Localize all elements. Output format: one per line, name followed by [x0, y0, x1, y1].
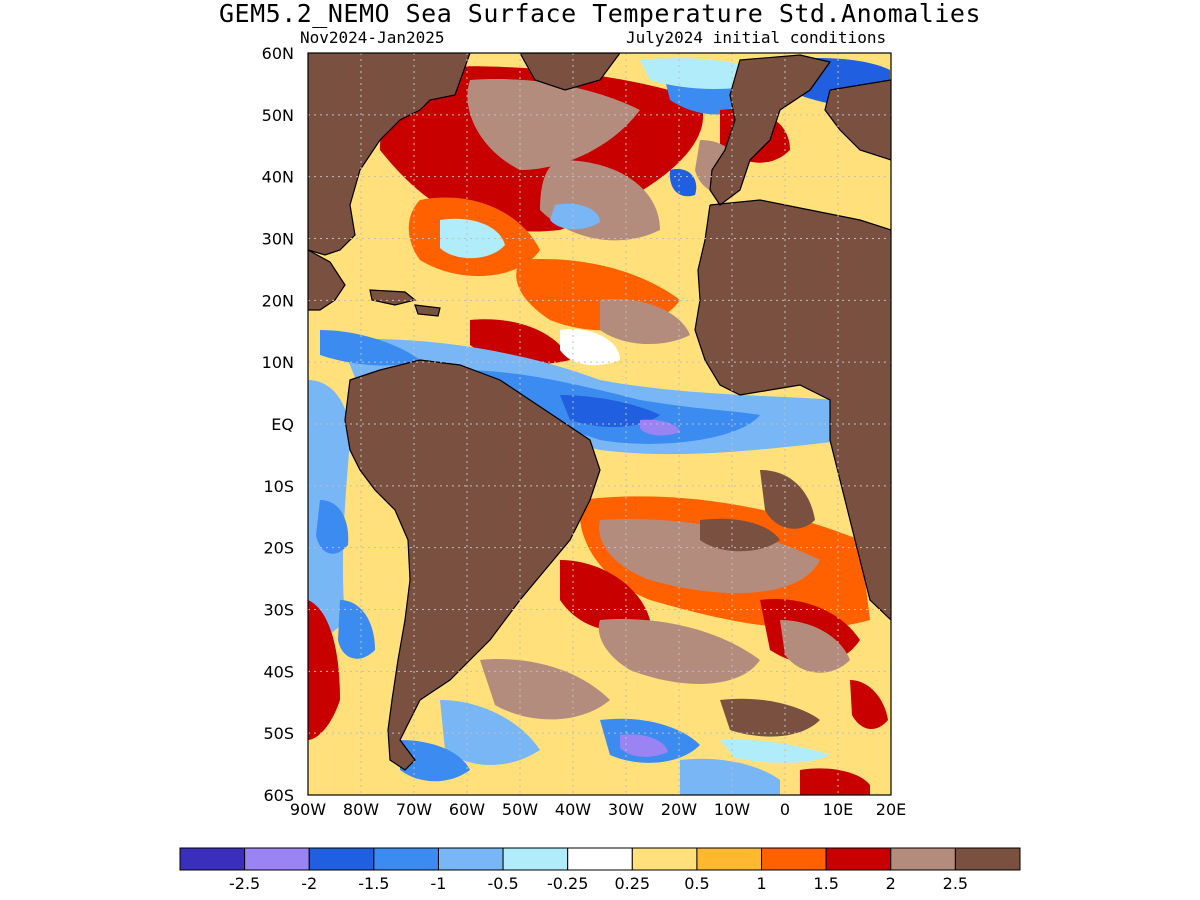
colorbar-swatch: [244, 847, 310, 871]
colorbar-label: -0.5: [487, 874, 518, 893]
lat-tick-label: 40N: [262, 168, 294, 187]
lon-tick-label: 40W: [555, 800, 591, 819]
colorbar-label: 1.5: [813, 874, 838, 893]
landmass: [695, 200, 891, 620]
anomaly-patch: [560, 560, 650, 631]
colorbar: -2.5 -2 -1.5 -1 -0.5 -0.25 0.25 0.5 1 1.5 2 2.5: [179, 847, 1021, 893]
lon-tick-label: 0: [780, 800, 790, 819]
anomaly-patch: [308, 600, 340, 740]
anomaly-patch: [599, 519, 820, 594]
anomaly-patch: [680, 758, 780, 795]
colorbar-label: 2.5: [943, 874, 968, 893]
colorbar-swatch: [696, 847, 763, 871]
landmass: [308, 250, 345, 310]
colorbar-label: -2: [301, 874, 317, 893]
anomaly-patch: [316, 500, 349, 554]
landmass: [370, 290, 415, 305]
anomaly-patch: [320, 330, 420, 366]
lat-tick-label: 60N: [262, 44, 294, 63]
anomaly-patch: [720, 698, 820, 737]
colorbar-swatch: [890, 847, 956, 871]
lon-tick-label: 90W: [290, 800, 326, 819]
anomaly-patch: [669, 169, 697, 197]
anomaly-patch: [560, 329, 620, 366]
colorbar-label: -1: [430, 874, 446, 893]
forecast-period: Nov2024-Jan2025: [300, 28, 445, 47]
anomaly-patch: [338, 600, 375, 659]
lat-tick-label: 30S: [263, 601, 294, 620]
land-masses: [308, 53, 891, 770]
colorbar-swatch: [502, 847, 569, 871]
latitude-axis: 60N 50N 40N 30N 20N 10N EQ 10S 20S 30S 40S 50S 60S: [262, 44, 294, 805]
lat-tick-label: 50S: [263, 724, 294, 743]
lat-tick-label: 20S: [263, 539, 294, 558]
anomaly-patch: [620, 734, 668, 757]
lat-tick-label: 30N: [262, 230, 294, 249]
chart-title: GEM5.2_NEMO Sea Surface Temperature Std.…: [218, 0, 981, 28]
lon-tick-label: 60W: [449, 800, 485, 819]
colorbar-label: -0.25: [547, 874, 588, 893]
lon-tick-label: 30W: [608, 800, 644, 819]
anomaly-patch: [560, 395, 660, 427]
lat-tick-label: 60S: [263, 786, 294, 805]
lon-tick-label: 10W: [714, 800, 750, 819]
landmass: [308, 53, 470, 255]
colorbar-swatch: [825, 847, 892, 871]
lon-tick-label: 20W: [661, 800, 697, 819]
longitude-axis: 90W 80W 70W 60W 50W 40W 30W 20W 10W 0 10E 20E: [290, 800, 906, 819]
lat-tick-label: 20N: [262, 291, 294, 310]
coastlines: [308, 53, 891, 771]
lon-tick-label: 80W: [343, 800, 379, 819]
anomaly-patch: [440, 218, 505, 259]
graticule: [308, 53, 891, 795]
colorbar-swatch: [631, 847, 698, 871]
landmass: [345, 360, 600, 770]
anomaly-patch: [467, 79, 640, 170]
anomaly-patch: [720, 739, 830, 763]
colorbar-swatch: [308, 847, 375, 871]
lon-tick-label: 20E: [876, 800, 906, 819]
anomaly-patch: [800, 768, 870, 795]
colorbar-swatch: [954, 847, 1021, 871]
anomaly-patch: [700, 518, 780, 552]
lat-tick-label: 10S: [263, 477, 294, 496]
map-frame: [307, 52, 892, 796]
lat-tick-label: 40S: [263, 662, 294, 681]
anomaly-field: [308, 53, 891, 795]
colorbar-swatch: [761, 847, 827, 871]
lon-tick-label: 10E: [823, 800, 853, 819]
anomaly-patch: [600, 299, 690, 345]
anomaly-patch: [598, 619, 760, 684]
anomaly-patch: [760, 470, 815, 529]
colorbar-swatch: [437, 847, 504, 871]
lat-tick-label: EQ: [271, 415, 294, 434]
lat-tick-label: 50N: [262, 106, 294, 125]
landmass: [710, 55, 830, 205]
anomaly-patch: [400, 740, 470, 782]
anomaly-patch: [550, 203, 600, 230]
colorbar-label: 2: [886, 874, 896, 893]
colorbar-label: 0.25: [614, 874, 650, 893]
colorbar-swatch: [179, 847, 246, 871]
colorbar-label: 0.5: [684, 874, 709, 893]
lat-tick-label: 10N: [262, 353, 294, 372]
colorbar-label: 1: [756, 874, 766, 893]
lon-tick-label: 50W: [502, 800, 538, 819]
colorbar-label: -1.5: [358, 874, 389, 893]
landmass: [520, 53, 620, 90]
initial-conditions: July2024 initial conditions: [626, 28, 887, 47]
colorbar-swatch: [567, 847, 633, 871]
colorbar-swatch: [373, 847, 439, 871]
anomaly-patch: [440, 700, 540, 765]
anomaly-patch: [850, 680, 888, 730]
landmass: [825, 80, 891, 160]
colorbar-label: -2.5: [229, 874, 260, 893]
lon-tick-label: 70W: [396, 800, 432, 819]
anomaly-patch: [780, 620, 850, 673]
anomaly-patch: [480, 659, 610, 720]
